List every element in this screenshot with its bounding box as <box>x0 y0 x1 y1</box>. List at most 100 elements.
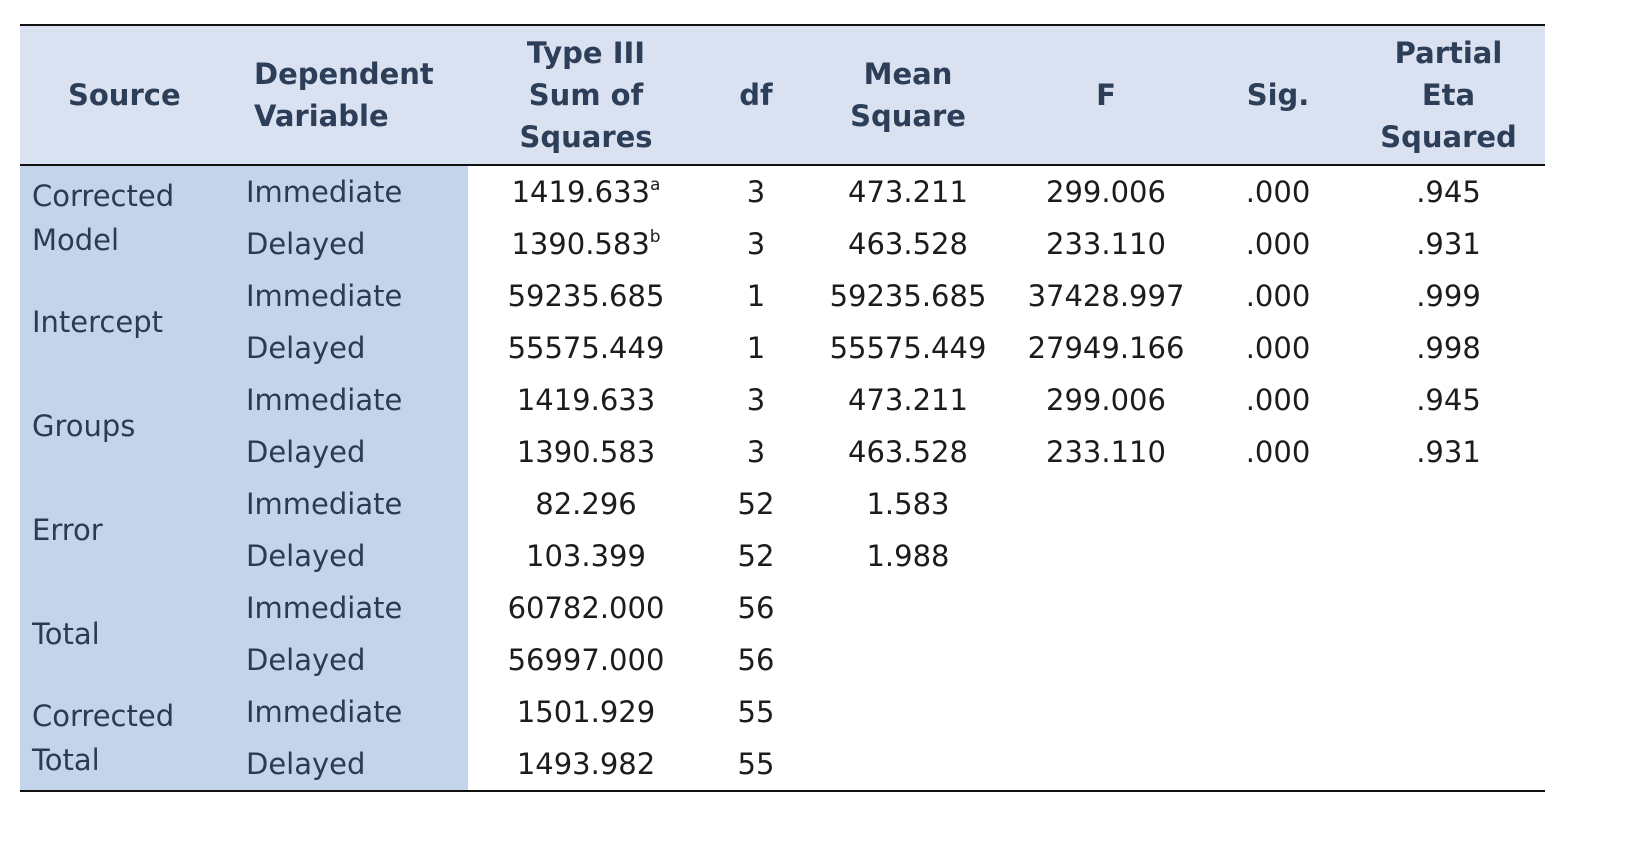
table-body: Corrected Model Immediate 1419.633a 3 473.211… <box>20 165 1545 791</box>
table-row: Delayed 1390.583b 3 463.528 233.110 .000 .931 <box>20 218 1545 270</box>
partial-eta-squared-cell <box>1352 478 1545 530</box>
dependent-variable-cell: Delayed <box>236 634 468 686</box>
header-f: F <box>1096 78 1116 112</box>
table-row: Intercept Immediate 59235.685 1 59235.685 374… <box>20 270 1545 374</box>
header-source: Source <box>68 78 181 112</box>
mean-square-cell <box>808 738 1008 791</box>
partial-eta-squared-cell: .931 <box>1416 227 1481 261</box>
mean-square-cell: 473.211 <box>848 175 968 209</box>
sum-of-squares-cell: 1390.583b <box>511 227 661 261</box>
df-cell: 3 <box>746 435 766 469</box>
sig-cell <box>1204 582 1352 634</box>
f-value-cell: 27949.166 <box>1027 331 1185 365</box>
f-value-cell <box>1008 686 1204 738</box>
sig-cell <box>1204 478 1352 530</box>
partial-eta-squared-cell <box>1352 738 1545 791</box>
header-partial-eta-squared: Partial Eta Squared <box>1380 36 1517 154</box>
header-dependent-variable: Dependent Variable <box>254 57 434 133</box>
header-row: Source Dependent Variable Type III Sum of S… <box>20 25 1545 165</box>
sum-of-squares-cell: 1419.633a <box>511 175 661 209</box>
sig-cell: .000 <box>1245 331 1311 365</box>
tests-of-between-subjects-effects-table: Source Dependent Variable Type III Sum of S… <box>20 24 1545 792</box>
df-cell: 56 <box>737 591 775 625</box>
sum-of-squares-cell: 1390.583 <box>516 435 656 469</box>
mean-square-cell: 473.211 <box>848 383 968 417</box>
sum-of-squares-cell: 82.296 <box>535 487 637 521</box>
sum-of-squares-cell: 1493.982 <box>516 747 656 781</box>
sig-cell: .000 <box>1245 435 1311 469</box>
df-cell: 52 <box>737 487 775 521</box>
source-cell: Error <box>20 478 236 582</box>
table-row: Corrected Total Immediate 1501.929 55 <box>20 686 1545 791</box>
table-row: Corrected Model Immediate 1419.633a 3 473.211… <box>20 165 1545 270</box>
footnote-marker: a <box>649 175 661 195</box>
header-sig: Sig. <box>1246 78 1310 112</box>
partial-eta-squared-cell: .999 <box>1416 279 1481 313</box>
sig-cell <box>1204 634 1352 686</box>
df-cell: 56 <box>737 643 775 677</box>
sig-cell: .000 <box>1245 279 1311 313</box>
f-value-cell: 299.006 <box>1046 383 1166 417</box>
sum-of-squares-cell: 55575.449 <box>507 331 665 365</box>
table-row: Error Immediate 82.296 52 1.583 <box>20 478 1545 582</box>
source-cell: Corrected Total <box>20 686 236 791</box>
sig-cell: .000 <box>1245 175 1311 209</box>
f-value-cell <box>1008 582 1204 634</box>
partial-eta-squared-cell <box>1352 530 1545 582</box>
dependent-variable-cell: Delayed <box>236 218 468 270</box>
dependent-variable-cell: Immediate <box>236 582 468 634</box>
dependent-variable-cell: Immediate <box>236 165 468 218</box>
header-df: df <box>739 78 773 112</box>
f-value-cell: 37428.997 <box>1027 279 1185 313</box>
source-cell: Corrected Model <box>20 165 236 270</box>
dependent-variable-cell: Delayed <box>236 738 468 791</box>
mean-square-cell <box>808 582 1008 634</box>
df-cell: 3 <box>746 175 766 209</box>
df-cell: 1 <box>746 331 766 365</box>
df-cell: 55 <box>737 695 775 729</box>
partial-eta-squared-cell <box>1352 686 1545 738</box>
dependent-variable-cell: Immediate <box>236 686 468 738</box>
sig-cell <box>1204 738 1352 791</box>
dependent-variable-cell: Delayed <box>236 426 468 478</box>
mean-square-cell: 1.988 <box>866 539 950 573</box>
table-row: Delayed 56997.000 56 <box>20 634 1545 686</box>
mean-square-cell: 463.528 <box>848 227 968 261</box>
df-cell: 55 <box>737 747 775 781</box>
sum-of-squares-cell: 59235.685 <box>507 279 665 313</box>
sum-of-squares-cell: 1419.633 <box>516 383 656 417</box>
f-value-cell <box>1008 478 1204 530</box>
f-value-cell <box>1008 634 1204 686</box>
sig-cell: .000 <box>1245 383 1311 417</box>
table-footnote-area <box>20 804 1545 844</box>
footnote-marker: b <box>649 227 661 247</box>
table-row: Groups Immediate 1419.633 3 473.211 299.006 .0… <box>20 374 1545 478</box>
mean-square-cell: 59235.685 <box>829 279 987 313</box>
source-cell: Total <box>20 582 236 686</box>
df-cell: 3 <box>746 227 766 261</box>
mean-square-cell: 55575.449 <box>829 331 987 365</box>
sum-of-squares-cell: 60782.000 <box>507 591 665 625</box>
dependent-variable-cell: Immediate <box>236 270 468 322</box>
df-cell: 3 <box>746 383 766 417</box>
f-value-cell <box>1008 530 1204 582</box>
dependent-variable-cell: Immediate <box>236 374 468 426</box>
dependent-variable-cell: Delayed <box>236 322 468 374</box>
df-cell: 52 <box>737 539 775 573</box>
f-value-cell: 233.110 <box>1046 435 1166 469</box>
mean-square-cell <box>808 686 1008 738</box>
mean-square-cell <box>808 634 1008 686</box>
f-value-cell: 233.110 <box>1046 227 1166 261</box>
partial-eta-squared-cell: .931 <box>1416 435 1481 469</box>
sig-cell <box>1204 530 1352 582</box>
partial-eta-squared-cell: .945 <box>1416 383 1481 417</box>
f-value-cell <box>1008 738 1204 791</box>
sig-cell <box>1204 686 1352 738</box>
table-row: Delayed 55575.449 1 55575.449 27949.166 .000.… <box>20 322 1545 374</box>
partial-eta-squared-cell: .998 <box>1416 331 1481 365</box>
table-row: Delayed 1390.583 3 463.528 233.110 .000 .931 <box>20 426 1545 478</box>
table-row: Delayed 103.399 52 1.988 <box>20 530 1545 582</box>
partial-eta-squared-cell <box>1352 582 1545 634</box>
partial-eta-squared-cell: .945 <box>1416 175 1481 209</box>
table-row: Delayed 1493.982 55 <box>20 738 1545 791</box>
